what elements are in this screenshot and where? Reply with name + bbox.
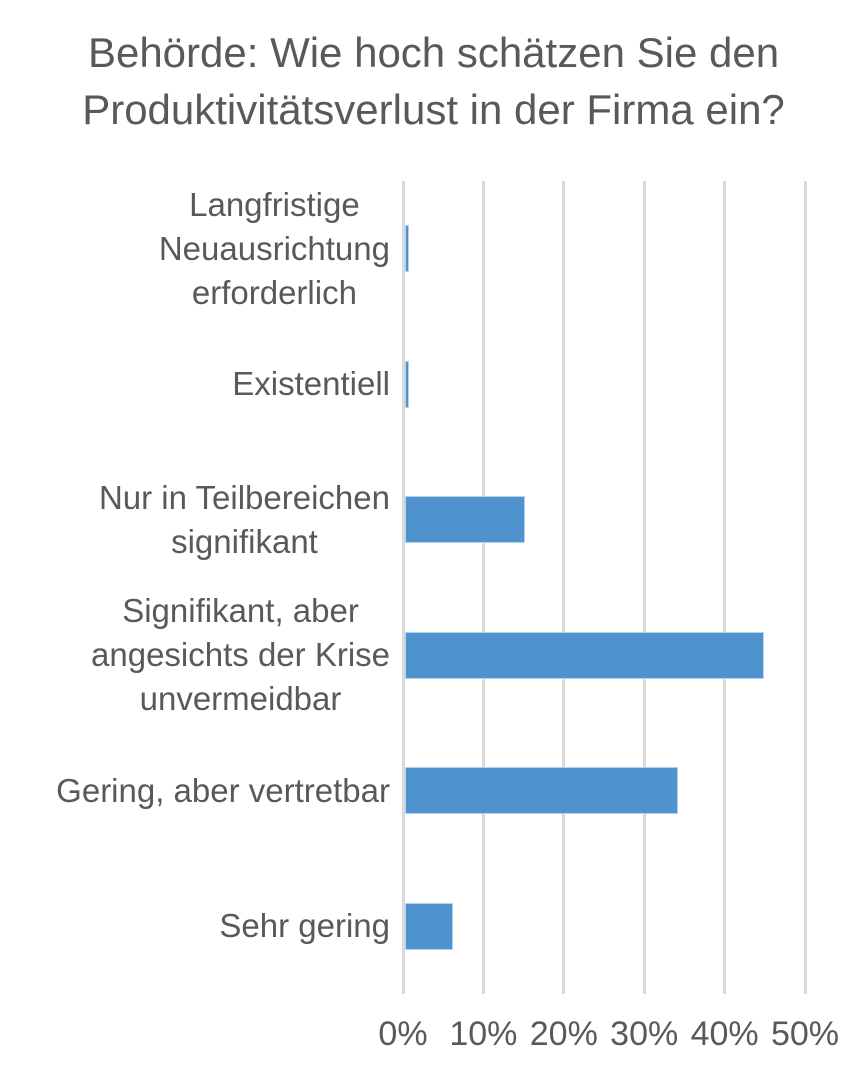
category-label-row: Signifikant, aber angesichts der Krise unv… [0,588,390,724]
category-label-line: Existentiell [232,365,390,403]
category-label-line: Sehr gering [219,907,390,945]
gridline [401,181,405,994]
category-label: Langfristige Neuausrichtung erforderlich [159,183,390,315]
category-label: Existentiell [232,362,390,406]
x-tick-label: 50% [770,1015,840,1053]
category-label-line: signifikant [171,522,318,560]
category-label-line: Nur in Teilbereichen [98,478,390,516]
bar [405,496,525,544]
category-label-row: Sehr gering [0,859,390,995]
x-tick-label: 20% [529,1015,598,1053]
x-tick-label: 0% [378,1015,428,1053]
bar [405,360,410,408]
chart-title: Behörde: Wie hoch schätzen Sie den Produ… [0,24,867,138]
chart-title-line-1: Behörde: Wie hoch schätzen Sie den [87,29,780,76]
gridline [723,181,727,994]
category-label-line: Gering, aber vertretbar [56,771,390,809]
bar [405,225,410,273]
gridline [562,181,566,994]
category-label-line: angesichts der Krise [91,636,390,674]
category-label-row: Gering, aber vertretbar [0,723,390,859]
x-tick-label: 30% [610,1015,679,1053]
category-label: Gering, aber vertretbar [56,769,390,813]
bar [405,902,454,950]
category-label: Nur in Teilbereichen signifikant [99,476,390,564]
chart-title-line-2: Produktivitätsverlust in der Firma ein? [82,86,785,133]
gridline [803,181,807,994]
category-label: Sehr gering [219,904,390,948]
gridline [642,181,646,994]
x-tick-label: 10% [449,1015,518,1053]
bar [405,631,765,679]
category-label-line: erforderlich [191,273,357,311]
gridline [481,181,485,994]
category-label-line: unvermeidbar [139,680,342,718]
bar [405,767,679,815]
category-label-line: Signifikant, aber [122,592,359,630]
category-label-row: Langfristige Neuausrichtung erforderlich [0,181,390,317]
category-label-row: Nur in Teilbereichen signifikant [0,452,390,588]
category-label-line: Langfristige [189,185,360,223]
category-label: Signifikant, aber angesichts der Krise unv… [91,589,390,721]
category-label-row: Existentiell [0,317,390,453]
x-tick-label: 40% [690,1015,759,1053]
category-label-line: Neuausrichtung [158,229,390,267]
